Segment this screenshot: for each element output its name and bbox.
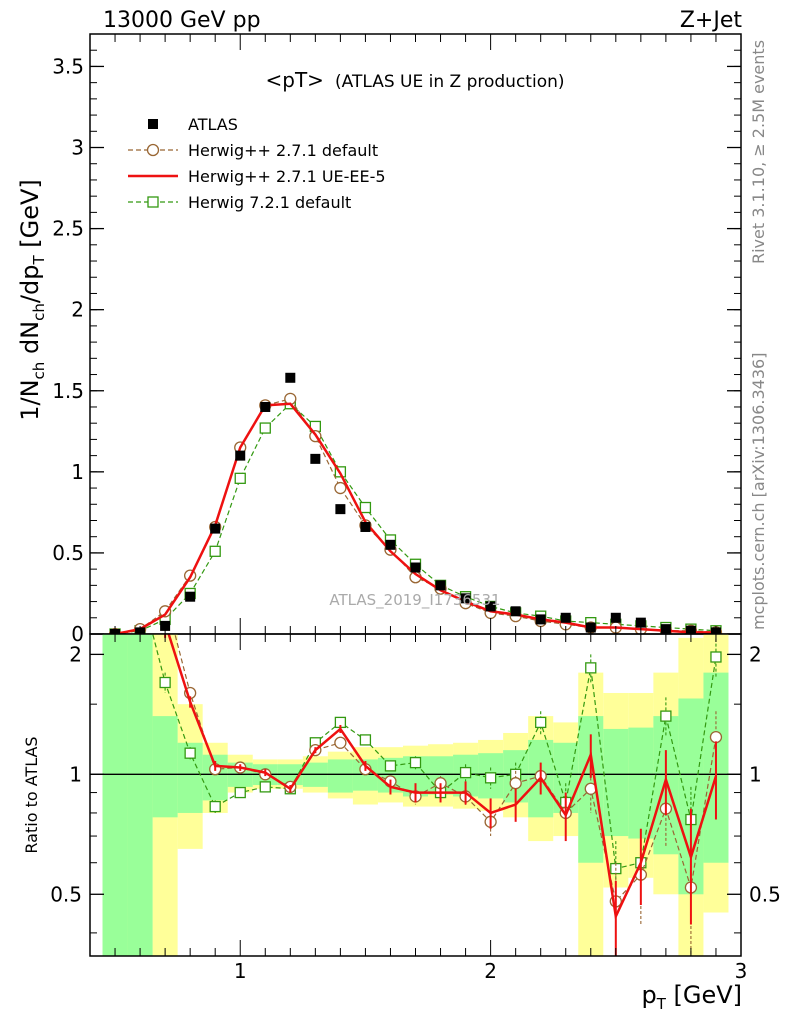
- ratio-y-axis-label: Ratio to ATLAS: [22, 736, 41, 853]
- data-point: [635, 617, 646, 628]
- legend-label: Herwig++ 2.7.1 UE-EE-5: [188, 167, 386, 186]
- data-point: [110, 491, 120, 501]
- data-point: [110, 490, 121, 501]
- data-point: [535, 716, 547, 729]
- data-point: [360, 521, 371, 532]
- data-point: [234, 786, 246, 799]
- legend-entry: ATLAS: [148, 115, 238, 134]
- data-point: [234, 472, 246, 484]
- rivet-version-label: Rivet 3.1.10, ≥ 2.5M events: [749, 40, 768, 264]
- data-point: [535, 614, 546, 625]
- legend-entry: Herwig 7.2.1 default: [128, 193, 351, 212]
- data-point: [484, 772, 497, 784]
- data-point: [260, 401, 271, 412]
- data-point: [385, 539, 396, 550]
- data-point: [435, 580, 446, 591]
- data-point: [410, 562, 421, 573]
- y-tick-label: 1.5: [52, 379, 84, 403]
- data-point: [259, 781, 271, 793]
- data-point: [148, 119, 158, 129]
- legend-entry: Herwig++ 2.7.1 default: [128, 141, 378, 160]
- y-tick-label: 2: [71, 298, 84, 322]
- stat-uncertainty-band: [102, 634, 128, 956]
- y-tick-label: 1: [71, 460, 84, 484]
- data-point: [509, 777, 522, 790]
- legend: ATLAS Herwig++ 2.7.1 default Herwig++ 2.7.…: [128, 115, 386, 212]
- legend-label: Herwig 7.2.1 default: [188, 193, 351, 212]
- data-point: [660, 710, 672, 722]
- ratio-y-tick-label-right: 2: [749, 642, 762, 666]
- legend-entry: Herwig++ 2.7.1 UE-EE-5: [128, 167, 386, 186]
- data-point: [259, 422, 271, 434]
- main-y-axis-label: 1/Nch dNch/dpT [GeV]: [16, 179, 48, 421]
- legend-label: ATLAS: [188, 115, 238, 134]
- main-panel: ATLAS_2019_I1736531 0 0.5 1 1.5 2 2.5 3 3.5 <pT…: [16, 33, 742, 646]
- data-point: [310, 453, 321, 464]
- data-point: [147, 196, 159, 208]
- data-point: [359, 734, 372, 746]
- ratio-y-tick-label-right: 0.5: [749, 882, 781, 906]
- data-point: [335, 504, 346, 515]
- collision-energy-label: 13000 GeV pp: [103, 8, 261, 33]
- plot-title-sub: (ATLAS UE in Z production): [335, 72, 564, 92]
- data-point: [160, 620, 171, 631]
- x-tick-label: 1: [234, 959, 247, 983]
- data-point: [209, 800, 221, 813]
- mcplots-credit-label: mcplots.cern.ch [arXiv:1306.3436]: [749, 353, 768, 630]
- data-point: [146, 143, 160, 157]
- stat-uncertainty-band: [127, 634, 153, 956]
- data-point: [459, 766, 472, 779]
- stat-uncertainty-band: [628, 727, 654, 839]
- ratio-series-herwig-2-7-1-ue-ee-5: [164, 634, 718, 956]
- ratio-panel: 0.5 0.5 1 1 2 2 1 2 3 Ratio to ATLAS pT [GeV]: [22, 490, 781, 1013]
- legend-label: Herwig++ 2.7.1 default: [188, 141, 378, 160]
- data-point: [710, 651, 722, 663]
- x-tick-label: 2: [484, 959, 497, 983]
- data-point: [460, 593, 471, 604]
- data-point: [709, 730, 723, 744]
- ratio-y-tick-label-right: 1: [749, 762, 762, 786]
- data-point: [285, 372, 296, 383]
- y-tick-label: 3.5: [52, 54, 84, 78]
- data-point: [510, 606, 521, 617]
- data-point: [209, 545, 221, 557]
- ratio-y-tick-label: 2: [69, 642, 82, 666]
- data-point: [185, 591, 196, 602]
- y-tick-label: 3: [71, 136, 84, 160]
- data-point: [135, 579, 145, 589]
- data-point: [334, 736, 347, 749]
- stat-uncertainty-band: [152, 716, 178, 818]
- stat-uncertainty-band: [603, 728, 629, 837]
- data-point: [610, 612, 621, 623]
- x-axis-label: pT [GeV]: [641, 981, 742, 1013]
- process-label: Z+Jet: [680, 8, 743, 33]
- stat-uncertainty-band: [327, 759, 353, 793]
- series-atlas: [110, 372, 721, 634]
- ratio-y-tick-label: 0.5: [50, 882, 82, 906]
- x-tick-label: 3: [735, 959, 748, 983]
- data-point: [585, 662, 597, 674]
- data-point: [235, 450, 246, 461]
- data-point: [560, 612, 571, 623]
- plot-title: <pT> (ATLAS UE in Z production): [266, 68, 565, 92]
- y-tick-label: 0.5: [52, 541, 84, 565]
- data-point: [384, 760, 397, 772]
- data-point: [485, 601, 496, 612]
- data-point: [184, 747, 196, 759]
- data-point: [359, 501, 372, 514]
- data-point: [160, 591, 171, 602]
- data-point: [409, 756, 422, 769]
- data-point: [159, 676, 171, 689]
- data-point: [210, 523, 221, 534]
- y-tick-label: 0: [71, 622, 84, 646]
- analysis-watermark: ATLAS_2019_I1736531: [329, 591, 500, 610]
- y-tick-label: 2.5: [52, 217, 84, 241]
- data-point: [135, 579, 146, 590]
- data-point: [334, 481, 347, 495]
- ratio-y-tick-label: 1: [69, 762, 82, 786]
- plot-title-main: <pT>: [266, 68, 324, 92]
